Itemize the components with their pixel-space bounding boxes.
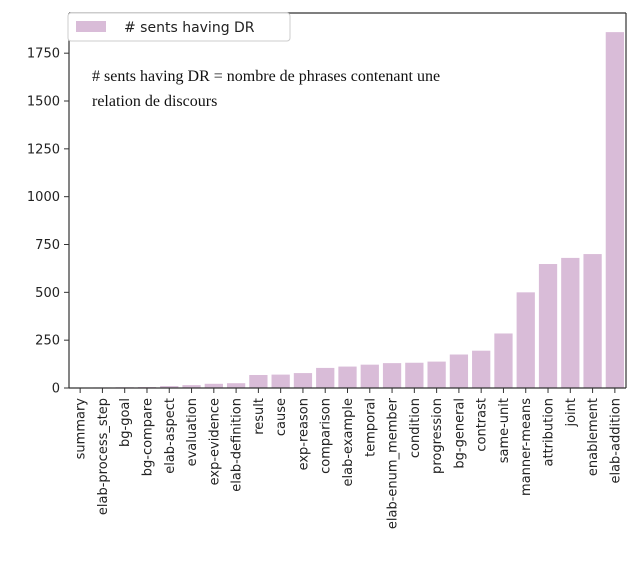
bar-comparison — [316, 367, 335, 388]
annotation: # sents having DR = nombre de phrases co… — [92, 68, 440, 110]
x-tick-label-elab-example: elab-example — [341, 398, 356, 486]
bar-elab-example — [338, 366, 357, 388]
x-tick-label-summary: summary — [74, 398, 89, 460]
bar-enablement — [583, 254, 602, 388]
bar-cause — [271, 374, 290, 388]
bar-exp-evidence — [204, 383, 223, 388]
bar-evaluation — [182, 385, 201, 388]
y-tick-label: 1000 — [27, 190, 60, 205]
y-tick-label: 750 — [35, 238, 60, 253]
bar-attribution — [538, 264, 558, 388]
x-tick-label-bg-goal: bg-goal — [118, 398, 133, 447]
bar-exp-reason — [293, 373, 313, 388]
bar-elab-addition — [605, 32, 624, 388]
x-tick-label-attribution: attribution — [542, 398, 557, 467]
x-tick-label-same-unit: same-unit — [497, 398, 512, 463]
y-tick-label: 1500 — [27, 95, 60, 110]
x-tick-label-cause: cause — [274, 398, 289, 436]
bar-condition — [405, 362, 424, 388]
x-tick-label-enablement: enablement — [586, 398, 601, 476]
x-tick-label-result: result — [252, 398, 267, 435]
x-tick-label-contrast: contrast — [475, 398, 490, 452]
bar-elab-aspect — [160, 386, 179, 388]
x-tick-label-elab-enum_member: elab-enum_member — [386, 397, 401, 529]
x-tick-label-elab-addition: elab-addition — [608, 398, 623, 484]
y-tick-label: 0 — [52, 382, 60, 397]
y-tick-label: 500 — [35, 286, 60, 301]
x-tick-label-temporal: temporal — [363, 398, 378, 457]
x-tick-label-joint: joint — [564, 398, 579, 428]
x-tick-label-elab-aspect: elab-aspect — [163, 398, 178, 474]
y-tick-label: 250 — [35, 334, 60, 349]
bar-same-unit — [494, 333, 513, 388]
x-tick-label-bg-compare: bg-compare — [140, 398, 155, 476]
legend-label: # sents having DR — [124, 20, 255, 36]
bar-manner-means — [516, 292, 535, 388]
x-tick-label-bg-general: bg-general — [452, 398, 467, 469]
annotation-line-2: relation de discours — [92, 93, 217, 110]
legend: # sents having DR — [67, 12, 291, 42]
x-tick-label-exp-reason: exp-reason — [296, 398, 311, 470]
x-tick-label-evaluation: evaluation — [185, 398, 200, 466]
bar-joint — [561, 257, 580, 388]
x-tick-label-condition: condition — [408, 398, 423, 458]
bar-elab-enum_member — [382, 363, 402, 388]
bar-temporal — [360, 364, 379, 388]
annotation-line-1: # sents having DR = nombre de phrases co… — [92, 68, 440, 85]
x-tick-label-comparison: comparison — [319, 398, 334, 474]
legend-box — [67, 12, 291, 42]
x-tick-label-manner-means: manner-means — [519, 398, 534, 496]
ticks-group: 0 250 500 750 1000 1250 1500 1750 summary elab-pr… — [27, 47, 623, 529]
bar-bg-general — [449, 354, 469, 388]
x-tick-label-progression: progression — [430, 398, 445, 474]
y-tick-label: 1250 — [27, 142, 60, 157]
x-tick-label-elab-process_step: elab-process_step — [96, 398, 111, 515]
x-tick-label-exp-evidence: exp-evidence — [207, 398, 222, 485]
y-tick-label: 1750 — [27, 47, 60, 62]
bar-elab-definition — [226, 383, 246, 388]
bars-group — [71, 32, 624, 388]
bar-result — [249, 374, 268, 388]
bar-contrast — [472, 350, 491, 388]
legend-swatch — [76, 21, 106, 32]
x-tick-label-elab-definition: elab-definition — [230, 398, 245, 492]
bar-progression — [427, 361, 446, 388]
